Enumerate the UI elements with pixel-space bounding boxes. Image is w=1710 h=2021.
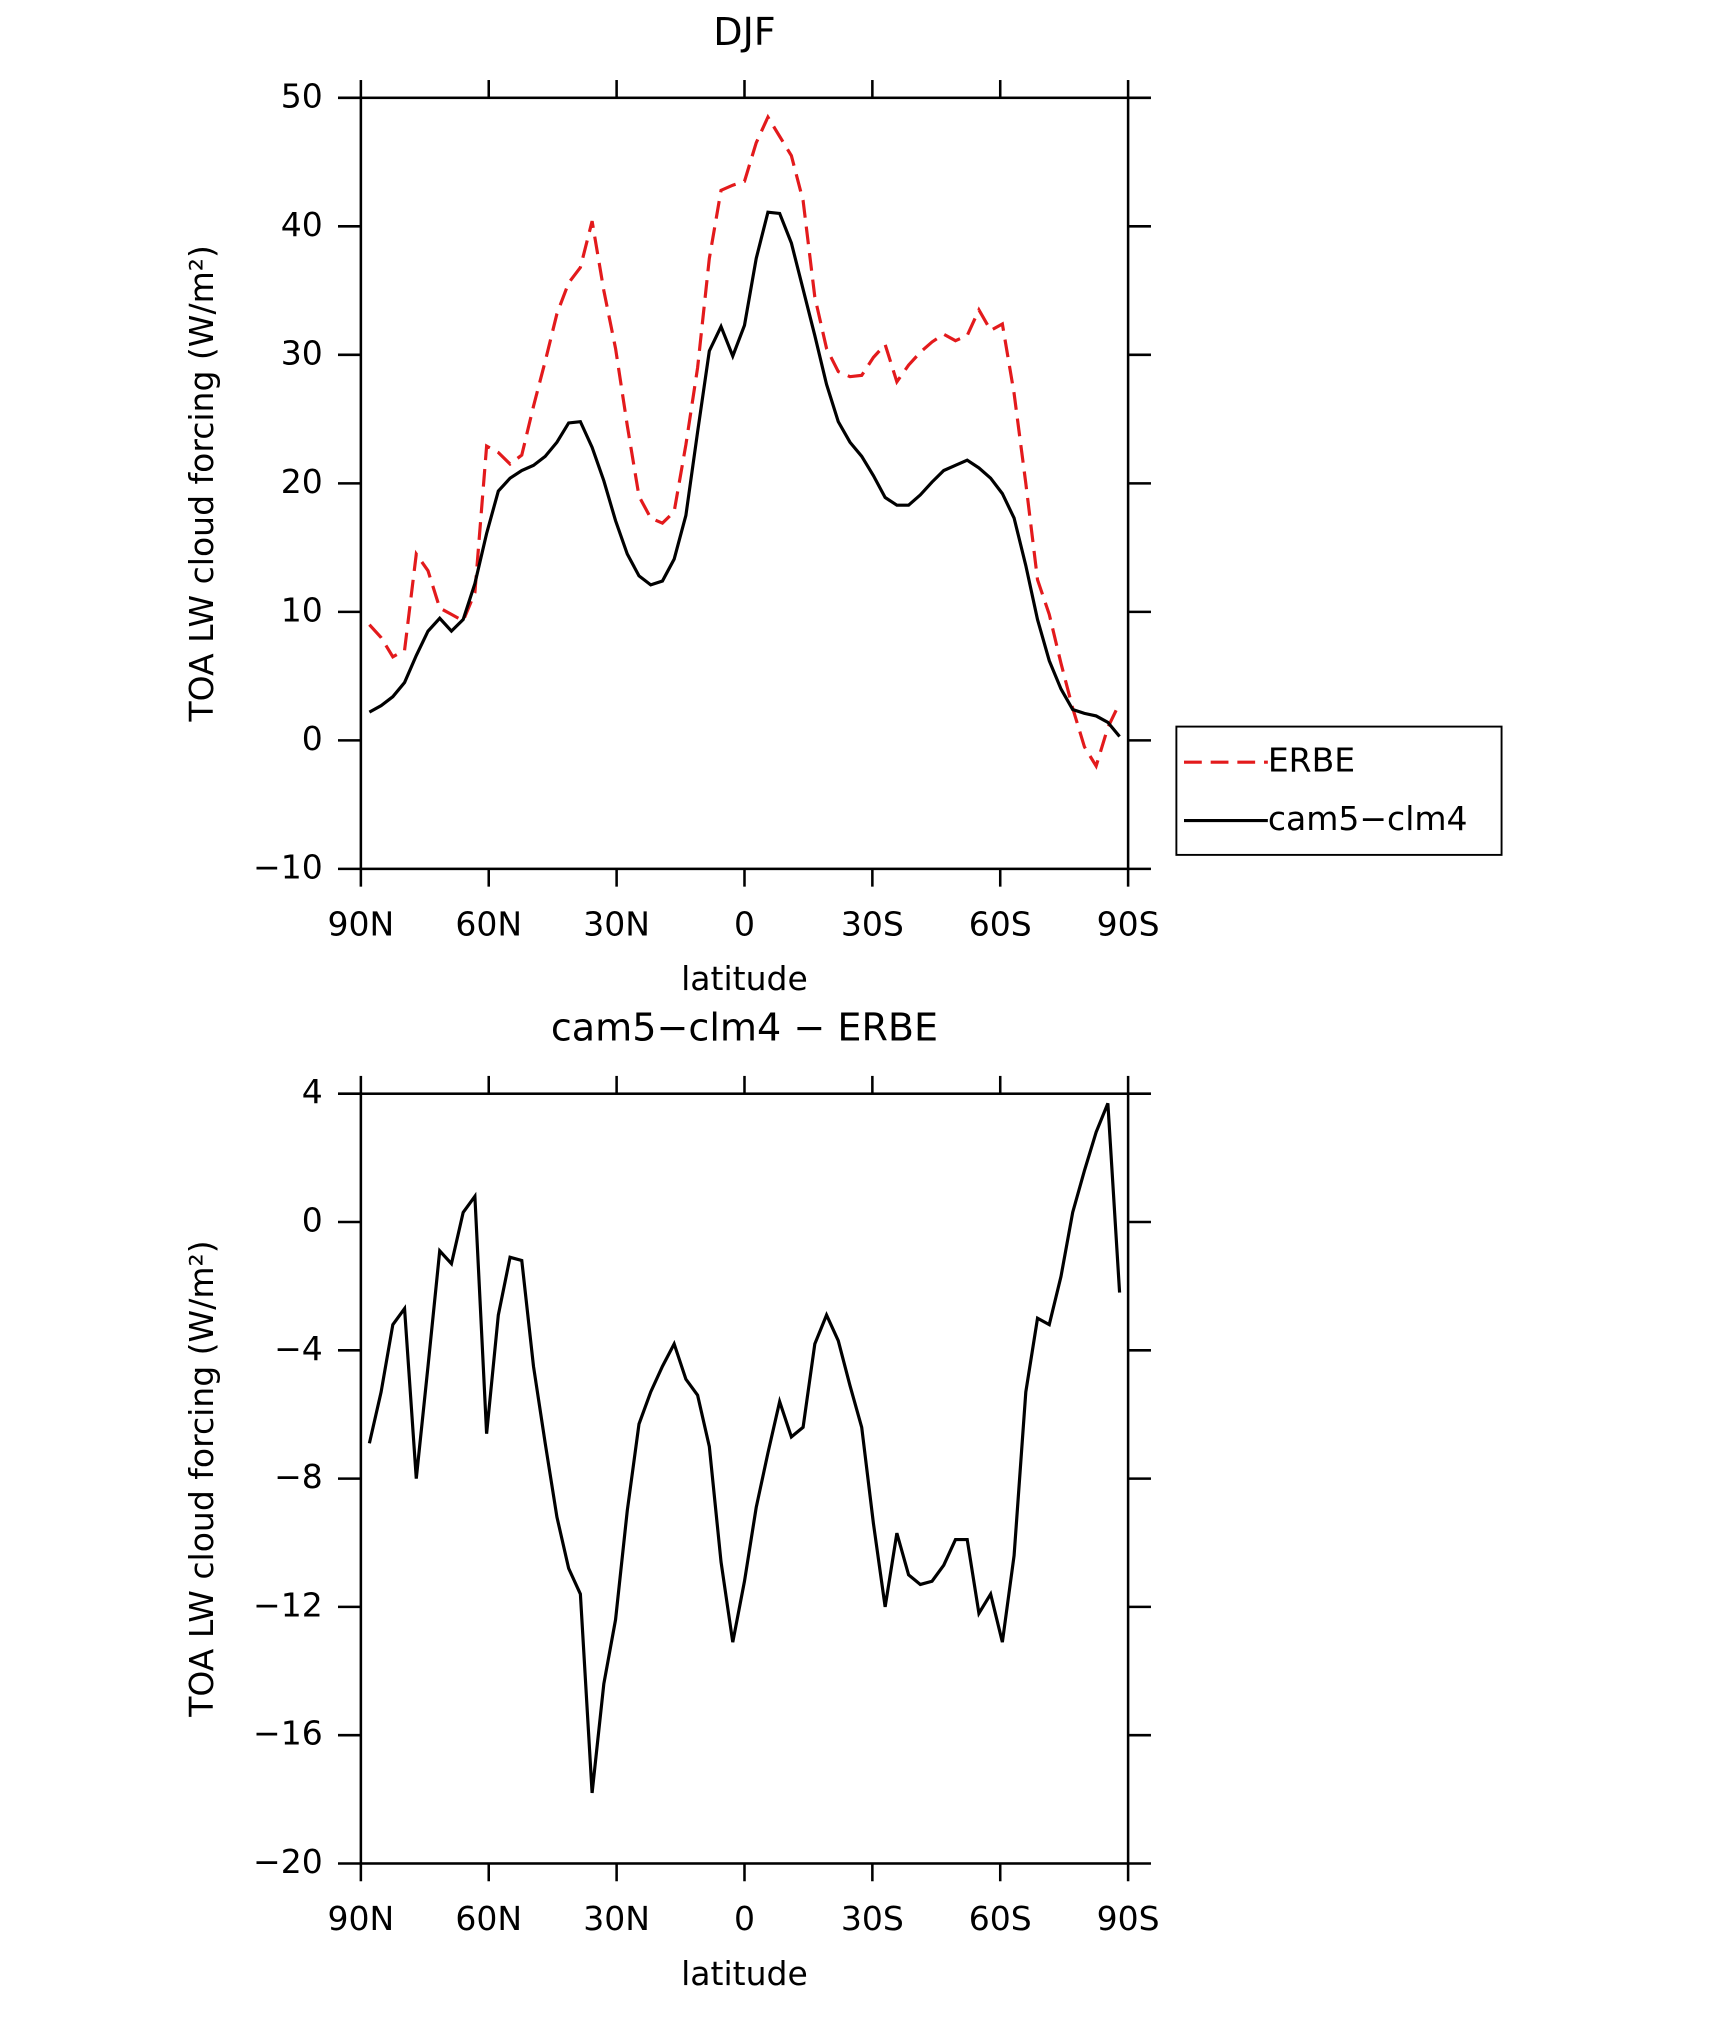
y-tick-label: −4	[274, 1329, 323, 1368]
x-tick-label: 30N	[583, 905, 650, 944]
y-tick-label: 4	[302, 1072, 323, 1111]
y-tick-label: −20	[253, 1842, 323, 1881]
legend-label: ERBE	[1268, 741, 1355, 780]
x-tick-label: 0	[734, 905, 755, 944]
y-tick-label: 30	[281, 333, 323, 372]
y-tick-label: −8	[274, 1457, 323, 1496]
panel: DJF latitude TOA LW cloud forcing (W/m²) −1…	[182, 10, 1503, 998]
y-tick-label: −10	[253, 847, 323, 886]
y-tick-label: 0	[302, 1201, 323, 1240]
chart-title: DJF	[713, 10, 775, 54]
y-tick-label: −16	[253, 1714, 323, 1753]
y-tick-label: 20	[281, 462, 323, 501]
y-tick-label: −12	[253, 1585, 323, 1624]
x-tick-label: 60S	[969, 905, 1032, 944]
plot-frame	[359, 1092, 1130, 1865]
x-tick-label: 90N	[328, 1899, 395, 1938]
panel: cam5−clm4 − ERBE latitude TOA LW cloud for…	[182, 1006, 1160, 1993]
y-tick-label: 10	[281, 590, 323, 629]
data-line	[368, 210, 1121, 738]
x-axis-label: latitude	[681, 1954, 808, 1993]
y-axis-label: TOA LW cloud forcing (W/m²)	[182, 245, 221, 722]
x-tick-label: 0	[734, 1899, 755, 1938]
chart-title: cam5−clm4 − ERBE	[551, 1006, 938, 1050]
y-tick-label: 40	[281, 205, 323, 244]
plot-frame	[359, 96, 1130, 871]
x-tick-label: 90S	[1097, 905, 1160, 944]
x-tick-label: 60N	[455, 905, 522, 944]
y-tick-label: 50	[281, 76, 323, 115]
x-tick-label: 90S	[1097, 1899, 1160, 1938]
x-tick-label: 30N	[583, 1899, 650, 1938]
x-tick-label: 90N	[328, 905, 395, 944]
legend-box	[1175, 725, 1503, 856]
data-line	[368, 113, 1122, 770]
y-tick-label: 0	[302, 719, 323, 758]
data-line	[367, 1102, 1122, 1794]
legend-label: cam5−clm4	[1268, 799, 1468, 838]
x-tick-label: 30S	[841, 1899, 904, 1938]
x-tick-label: 60N	[455, 1899, 522, 1938]
x-axis-label: latitude	[681, 959, 808, 998]
x-tick-label: 30S	[841, 905, 904, 944]
x-tick-label: 60S	[969, 1899, 1032, 1938]
y-axis-label: TOA LW cloud forcing (W/m²)	[182, 1240, 221, 1717]
